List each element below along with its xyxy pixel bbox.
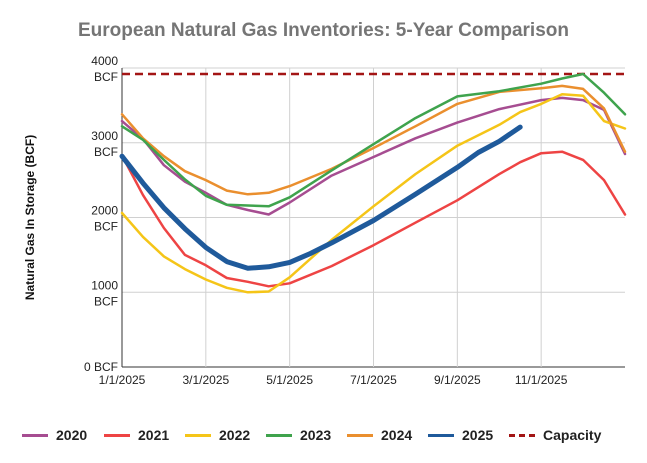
x-tick-label: 1/1/2025 bbox=[99, 373, 146, 387]
legend-label: 2021 bbox=[138, 427, 170, 443]
y-tick-line: 4000 bbox=[91, 54, 118, 68]
series-line-2025 bbox=[119, 124, 523, 271]
x-tick-label: 5/1/2025 bbox=[266, 373, 313, 387]
legend-label: Capacity bbox=[543, 427, 602, 443]
x-tick-label: 11/1/2025 bbox=[515, 373, 568, 387]
legend: 2020 2021 2022 2023 2024 2025 Capacity bbox=[0, 424, 647, 446]
y-tick-line: BCF bbox=[94, 145, 118, 159]
series-line-2020 bbox=[120, 96, 627, 216]
y-axis-title: Natural Gas In Storage (BCF) bbox=[23, 135, 37, 300]
y-tick-line: 1000 bbox=[91, 278, 118, 292]
y-tick-line: BCF bbox=[94, 220, 118, 234]
x-tick-label: 7/1/2025 bbox=[350, 373, 397, 387]
x-tick-label: 9/1/2025 bbox=[434, 373, 481, 387]
series-line-2023 bbox=[120, 72, 627, 208]
y-tick-line: BCF bbox=[94, 70, 118, 84]
legend-item-2020: 2020 bbox=[22, 424, 87, 446]
y-tick-label: 0 BCF bbox=[84, 360, 118, 374]
series-line-2024 bbox=[120, 84, 627, 196]
chart-title: European Natural Gas Inventories: 5-Year… bbox=[78, 20, 569, 41]
y-tick-label: 2000 BCF bbox=[91, 204, 118, 234]
legend-item-capacity: Capacity bbox=[509, 424, 601, 446]
legend-item-2023: 2023 bbox=[266, 424, 331, 446]
legend-item-2021: 2021 bbox=[104, 424, 169, 446]
legend-swatch bbox=[266, 433, 292, 437]
legend-swatch bbox=[104, 433, 130, 437]
legend-label: 2025 bbox=[462, 427, 494, 443]
legend-label: 2020 bbox=[56, 427, 88, 443]
y-tick-line: 3000 bbox=[91, 129, 118, 143]
series-line-2021 bbox=[120, 150, 627, 288]
legend-item-2024: 2024 bbox=[347, 424, 412, 446]
y-tick-label: 4000 BCF bbox=[91, 54, 118, 84]
legend-swatch bbox=[185, 433, 211, 437]
legend-swatch bbox=[347, 433, 373, 437]
y-tick-line: 2000 bbox=[91, 204, 118, 218]
x-tick-label: 3/1/2025 bbox=[182, 373, 229, 387]
series-line-2022 bbox=[120, 92, 627, 294]
legend-swatch bbox=[509, 433, 535, 437]
legend-item-2022: 2022 bbox=[185, 424, 250, 446]
y-tick-label: 3000 BCF bbox=[91, 129, 118, 159]
legend-label: 2022 bbox=[219, 427, 251, 443]
y-tick-label: 1000 BCF bbox=[91, 278, 118, 308]
legend-label: 2023 bbox=[300, 427, 332, 443]
legend-item-2025: 2025 bbox=[428, 424, 493, 446]
legend-label: 2024 bbox=[381, 427, 413, 443]
y-tick-line: BCF bbox=[94, 294, 118, 308]
y-tick-line: 0 BCF bbox=[84, 360, 118, 374]
legend-swatch bbox=[22, 433, 48, 437]
legend-swatch bbox=[428, 433, 454, 437]
